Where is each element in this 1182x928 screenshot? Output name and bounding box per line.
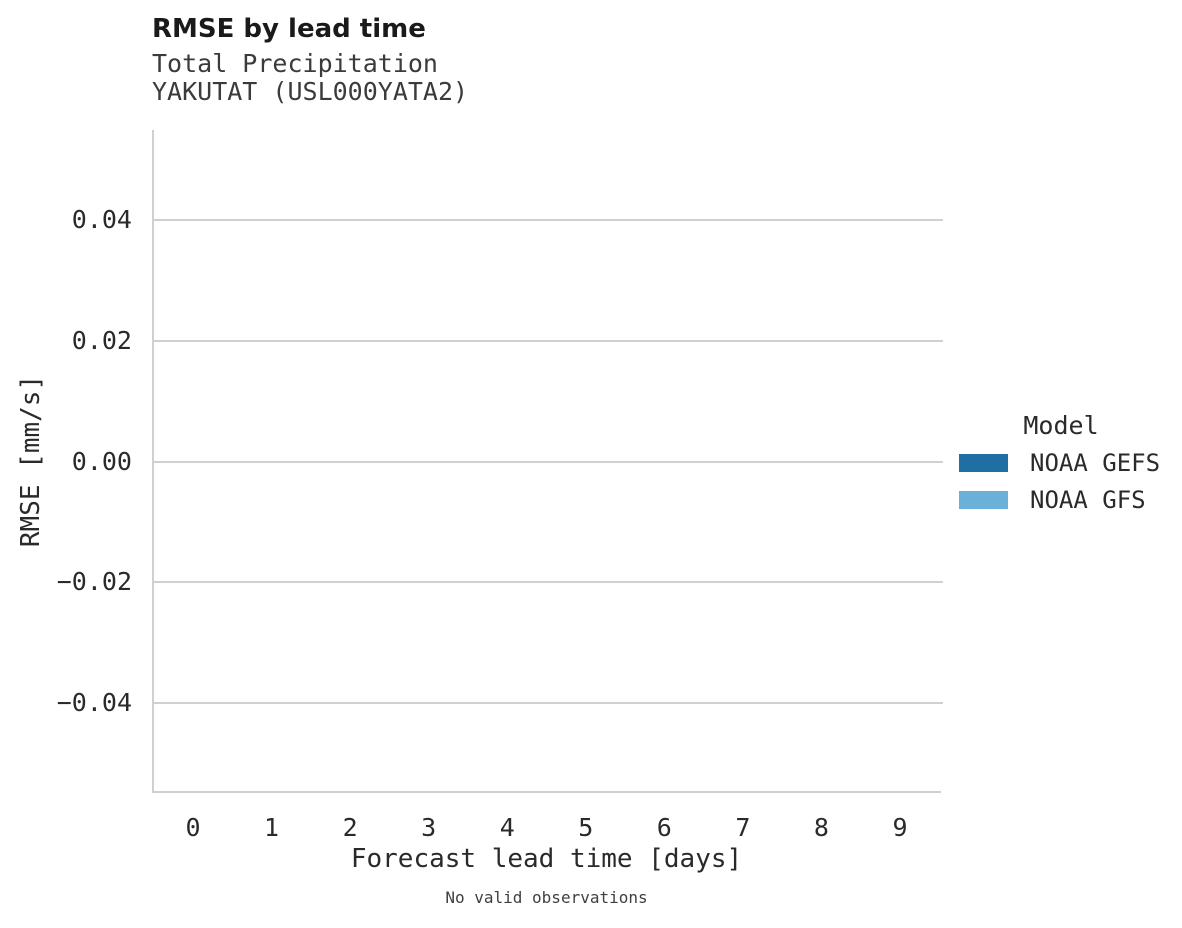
legend-entry: NOAA GFS — [956, 486, 1166, 514]
x-axis-title: Forecast lead time [days] — [350, 844, 743, 874]
x-tick-label: 5 — [578, 813, 594, 842]
x-tick-label: 1 — [264, 813, 280, 842]
gridline — [154, 581, 943, 584]
chart-subtitle-variable: Total Precipitation — [152, 49, 438, 78]
x-tick-label: 9 — [892, 813, 908, 842]
gridline — [154, 460, 943, 463]
gridline — [154, 339, 943, 342]
legend-label: NOAA GFS — [1030, 486, 1146, 514]
legend-entry: NOAA GEFS — [956, 449, 1166, 477]
legend-swatch — [959, 491, 1008, 509]
x-tick-label: 6 — [656, 813, 672, 842]
gridline — [154, 701, 943, 704]
y-tick-label: −0.02 — [56, 567, 132, 597]
legend-swatch — [959, 454, 1008, 472]
legend-items: NOAA GEFS NOAA GFS — [956, 449, 1166, 514]
legend-title: Model — [1023, 411, 1099, 440]
chart-title: RMSE by lead time — [152, 14, 426, 44]
plot-area — [152, 130, 943, 793]
chart-subtitle-station: YAKUTAT (USL000YATA2) — [152, 77, 469, 106]
x-tick-label: 4 — [499, 813, 515, 842]
y-tick-label: 0.00 — [71, 446, 132, 476]
x-tick-label: 2 — [342, 813, 358, 842]
y-tick-label: −0.04 — [56, 687, 132, 717]
legend: Model NOAA GEFS NOAA GFS — [956, 411, 1166, 514]
x-tick-label: 7 — [735, 813, 751, 842]
legend-label: NOAA GEFS — [1030, 449, 1161, 477]
x-tick-label: 3 — [421, 813, 437, 842]
y-tick-label: 0.02 — [71, 325, 132, 355]
chart-caption: No valid observations — [445, 888, 648, 907]
x-tick-label: 0 — [185, 813, 201, 842]
x-tick-label: 8 — [813, 813, 829, 842]
gridline — [154, 219, 943, 222]
y-tick-label: 0.04 — [71, 205, 132, 235]
